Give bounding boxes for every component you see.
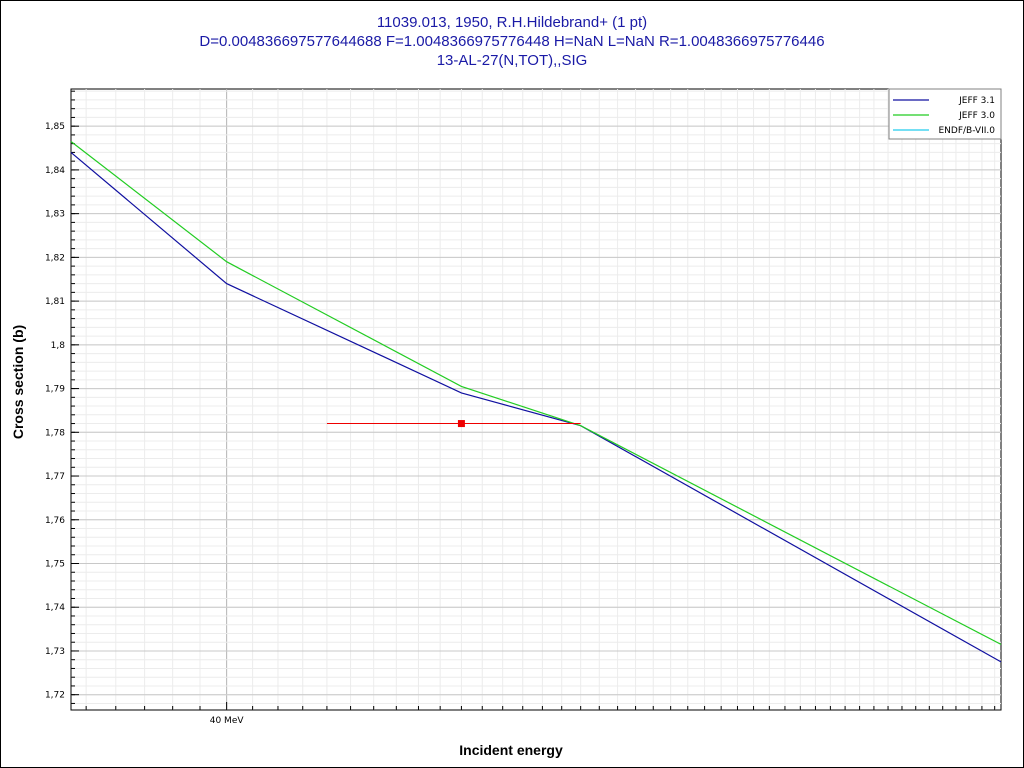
y-tick-label: 1,83	[45, 210, 65, 220]
x-tick-label: 40 MeV	[210, 716, 245, 726]
plot-area	[70, 88, 1002, 711]
y-tick-label: 1,72	[45, 691, 65, 701]
y-tick-label: 1,74	[45, 603, 65, 613]
legend-label: ENDF/B-VII.0	[938, 126, 995, 136]
y-tick-label: 1,84	[45, 166, 65, 176]
legend-box	[888, 88, 1002, 140]
legend: JEFF 3.1 JEFF 3.0 ENDF/B-VII.0	[888, 88, 1002, 140]
chart-title-line-2: D=0.004836697577644688 F=1.0048366975776…	[199, 33, 825, 50]
y-tick-label: 1,85	[45, 122, 65, 132]
y-tick-label: 1,81	[45, 297, 65, 307]
y-tick-label: 1,8	[51, 341, 66, 351]
y-tick-label: 1,78	[45, 428, 65, 438]
data-point	[457, 420, 465, 428]
y-tick-label: 1,79	[45, 385, 65, 395]
series-layer	[70, 141, 1002, 663]
experimental-data	[326, 420, 581, 428]
y-tick-label: 1,82	[45, 253, 65, 263]
series-line-jeff-3-1	[70, 151, 1002, 663]
chart-title-line-1: 11039.013, 1950, R.H.Hildebrand+ (1 pt)	[376, 14, 648, 31]
y-tick-label: 1,77	[45, 472, 65, 482]
y-axis-title: Cross section (b)	[10, 325, 26, 439]
legend-label: JEFF 3.1	[958, 96, 995, 106]
legend-label: JEFF 3.0	[958, 111, 995, 121]
y-tick-label: 1,73	[45, 647, 65, 657]
x-axis-title: Incident energy	[459, 742, 563, 758]
y-tick-label: 1,76	[45, 516, 65, 526]
chart-title-line-3: 13-AL-27(N,TOT),,SIG	[436, 52, 588, 69]
axis-ticks: 40 MeV 1,72 1,73 1,74 1,75 1,76 1,77 1,78 1,79 1,…	[45, 90, 996, 726]
series-line-jeff-3-0	[70, 141, 1002, 645]
y-tick-label: 1,75	[45, 559, 65, 569]
